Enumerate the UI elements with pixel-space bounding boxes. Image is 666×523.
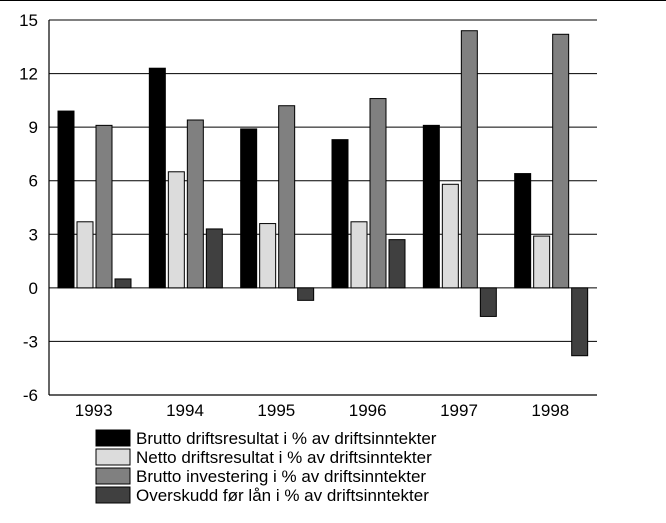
bar xyxy=(240,128,258,289)
bar xyxy=(350,221,368,289)
bar xyxy=(76,221,94,289)
bar xyxy=(388,239,406,289)
y-tick-label: 15 xyxy=(19,11,38,30)
bar xyxy=(533,235,551,289)
legend-swatch xyxy=(95,467,131,485)
y-tick-labels: 15 12 9 6 3 0 -3 -6 xyxy=(19,11,38,405)
bar xyxy=(571,287,589,357)
legend-label: Brutto driftsresultat i % av driftsinnte… xyxy=(136,429,437,448)
bar xyxy=(479,287,497,317)
bar xyxy=(460,30,478,289)
legend-swatch xyxy=(95,486,131,504)
x-tick-labels: 1993 1994 1995 1996 1997 1998 xyxy=(75,401,569,420)
y-tick-label: 3 xyxy=(29,225,38,244)
x-tick-label: 1998 xyxy=(531,401,569,420)
bar xyxy=(186,119,204,289)
bar xyxy=(552,33,570,289)
bar xyxy=(331,139,349,289)
y-tick-label: -6 xyxy=(23,386,38,405)
bar xyxy=(57,110,75,289)
y-tick-label: 12 xyxy=(19,65,38,84)
legend-swatch xyxy=(95,448,131,466)
bar xyxy=(114,278,132,289)
y-tick-label: 9 xyxy=(29,118,38,137)
bars xyxy=(57,30,589,357)
x-tick-label: 1995 xyxy=(257,401,295,420)
x-tick-label: 1993 xyxy=(75,401,113,420)
gridlines xyxy=(49,19,597,342)
legend-swatch xyxy=(95,429,131,447)
bar xyxy=(369,98,387,289)
y-tick-label: -3 xyxy=(23,332,38,351)
bar xyxy=(259,223,277,289)
y-tick-label: 0 xyxy=(29,279,38,298)
x-tick-label: 1994 xyxy=(166,401,204,420)
legend-label: Overskudd før lån i % av driftsinntekter xyxy=(136,486,429,505)
x-tick-label: 1997 xyxy=(440,401,478,420)
bar xyxy=(205,228,223,289)
bar xyxy=(95,124,113,289)
legend: Brutto driftsresultat i % av driftsinnte… xyxy=(95,429,437,505)
legend-label: Netto driftsresultat i % av driftsinntek… xyxy=(136,448,432,467)
bar xyxy=(422,124,440,289)
legend-label: Brutto investering i % av driftsinntekte… xyxy=(136,467,426,486)
bar xyxy=(167,171,185,289)
bar xyxy=(148,67,166,289)
bar xyxy=(278,105,296,289)
axes xyxy=(48,20,597,396)
x-tick-label: 1996 xyxy=(349,401,387,420)
bar xyxy=(441,183,459,289)
bar xyxy=(514,173,532,289)
bar xyxy=(297,287,315,301)
y-tick-label: 6 xyxy=(29,172,38,191)
